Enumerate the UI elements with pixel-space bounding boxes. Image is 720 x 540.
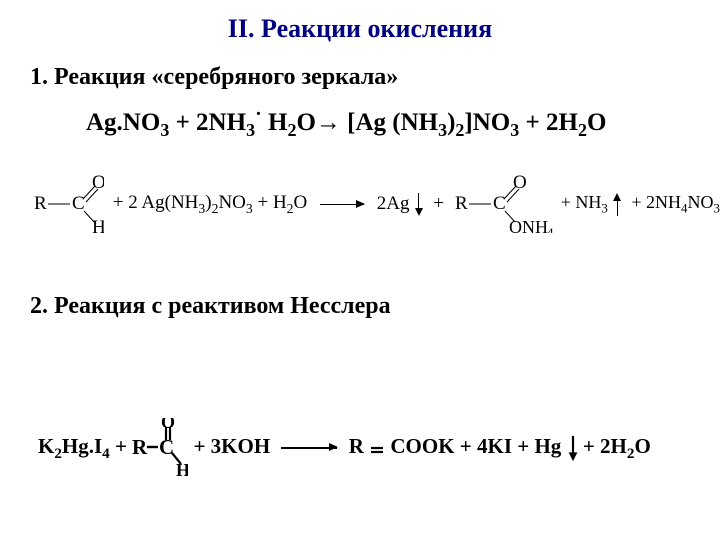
section-1-heading: 1. Реакция «серебряного зеркала» bbox=[30, 64, 690, 91]
reaction-arrow-1 bbox=[320, 204, 364, 205]
gas-arrow bbox=[613, 193, 623, 215]
nessler-rhs-3: + 2H2O bbox=[583, 434, 651, 458]
hg-precipitate-arrow bbox=[567, 436, 578, 460]
acid-salt-structure: R C O ONH 4 bbox=[453, 175, 557, 233]
o-label: O bbox=[92, 175, 104, 193]
svg-text:O: O bbox=[513, 175, 527, 193]
plus-2: + bbox=[428, 193, 448, 215]
svg-text:H: H bbox=[176, 460, 188, 478]
svg-text:R: R bbox=[455, 193, 468, 214]
svg-text:R: R bbox=[132, 435, 148, 459]
svg-text:ONH: ONH bbox=[509, 217, 548, 233]
nessler-mid: + 3KOH bbox=[193, 434, 275, 458]
nessler-rhs-1: R bbox=[349, 434, 364, 458]
reaction-arrow-2 bbox=[281, 447, 337, 449]
svg-text:4: 4 bbox=[547, 225, 554, 233]
eqn-text: Ag.NO3 + 2NH3· H2O→ [Ag (NH3)2]NO3 + 2H2… bbox=[86, 109, 606, 136]
tollens-prep-equation: Ag.NO3 + 2NH3· H2O→ [Ag (NH3)2]NO3 + 2H2… bbox=[86, 109, 690, 141]
c-label: C bbox=[72, 193, 85, 214]
plus-4: + 2NH4NO3 bbox=[627, 192, 720, 217]
nessler-lhs: K2Hg.I4 + bbox=[38, 434, 132, 458]
nessler-rhs-2: COOK + 4KI + Hg bbox=[390, 434, 561, 458]
h-label: H bbox=[92, 217, 104, 233]
svg-text:C: C bbox=[493, 193, 506, 214]
silver-mirror-reaction: R C O H + 2 Ag(NH3)2NO3 + H2O 2Ag + R C bbox=[32, 175, 690, 233]
bond-double-short bbox=[369, 436, 385, 461]
aldehyde-bold: R C O H bbox=[132, 418, 188, 478]
section-2-heading: 2. Реакция с реактивом Несслера bbox=[30, 293, 690, 320]
plus-1: + 2 Ag(NH3)2NO3 + H2O bbox=[108, 192, 312, 217]
precipitate-arrow bbox=[414, 193, 424, 215]
page-title: II. Реакции окисления bbox=[30, 14, 690, 44]
prod-2ag: 2Ag bbox=[372, 193, 409, 215]
aldehyde-structure: R C O H bbox=[32, 175, 104, 233]
nessler-reaction-full: K2Hg.I4 + R C O H + 3KOH R COOK + 4K bbox=[38, 418, 651, 478]
svg-text:O: O bbox=[161, 418, 175, 432]
plus-3: + NH3 bbox=[561, 192, 608, 217]
r-label: R bbox=[34, 193, 47, 214]
